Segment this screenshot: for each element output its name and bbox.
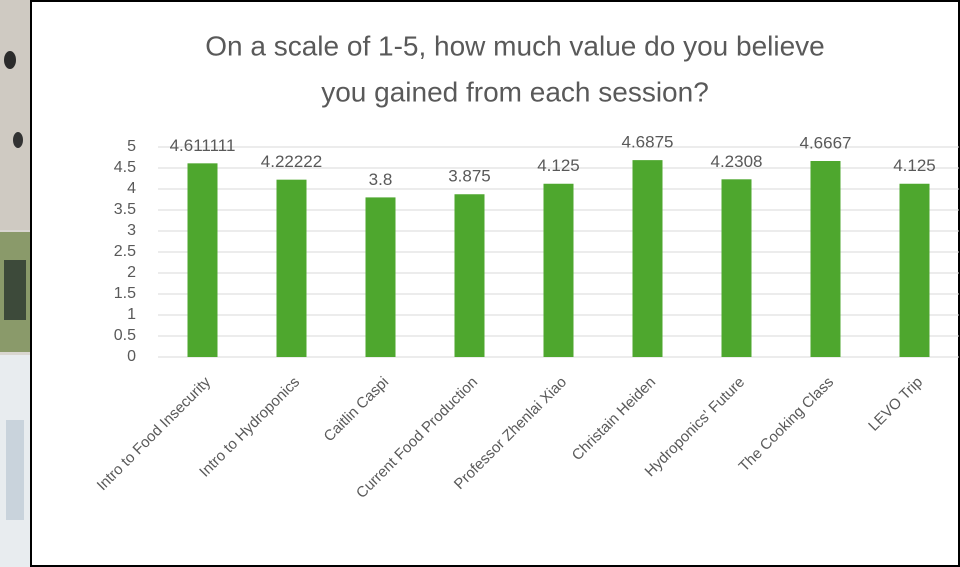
y-tick-label: 5 (127, 138, 136, 155)
value-label: 4.22222 (261, 152, 322, 171)
y-tick-label: 4 (127, 180, 136, 197)
y-tick-label: 1 (127, 306, 136, 323)
y-tick-label: 0.5 (114, 327, 136, 344)
bar (899, 183, 930, 357)
y-tick-label: 3 (127, 222, 136, 239)
y-tick-label: 2 (127, 264, 136, 281)
bar (365, 197, 396, 357)
bar (543, 183, 574, 357)
y-tick-label: 0 (127, 348, 136, 365)
value-label: 4.125 (893, 156, 936, 175)
bar (632, 160, 663, 357)
value-label: 4.2308 (711, 152, 763, 171)
value-label: 4.125 (537, 156, 580, 175)
y-tick-label: 2.5 (114, 243, 136, 260)
value-label: 4.6667 (800, 133, 852, 152)
value-label: 3.8 (369, 170, 393, 189)
bar (810, 160, 841, 357)
background-photo (0, 0, 30, 567)
y-tick-label: 4.5 (114, 159, 136, 176)
chart-title: On a scale of 1-5, how much value do you… (205, 30, 824, 61)
chart-title: you gained from each session? (321, 76, 709, 107)
bar (454, 194, 485, 357)
bar (187, 163, 218, 357)
bar (721, 179, 752, 357)
y-tick-label: 1.5 (114, 285, 136, 302)
bar (276, 179, 307, 357)
value-label: 4.611111 (170, 136, 236, 155)
value-label: 3.875 (448, 167, 491, 186)
y-tick-label: 3.5 (114, 201, 136, 218)
value-label: 4.6875 (622, 133, 674, 152)
chart-frame (30, 0, 960, 567)
